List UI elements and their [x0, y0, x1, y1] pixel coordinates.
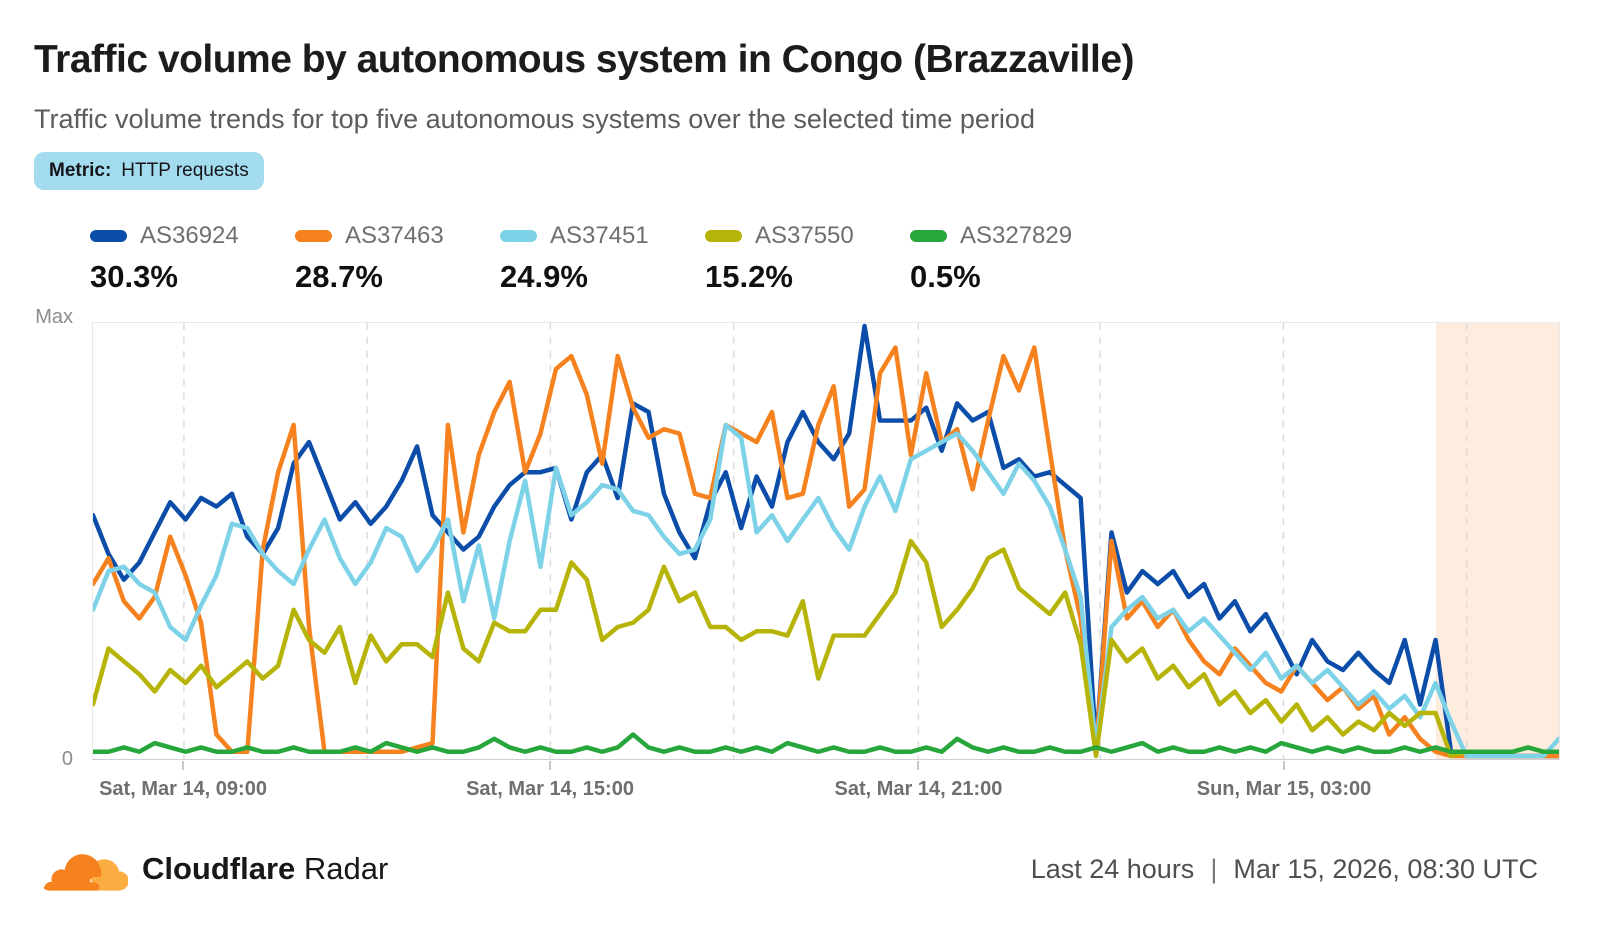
- x-tick-mark: [549, 761, 552, 770]
- brand-lockup: Cloudflare Radar: [40, 838, 388, 900]
- x-tick-label: Sat, Mar 14, 21:00: [834, 778, 1003, 800]
- series-swatch-icon: [90, 230, 127, 242]
- page-title: Traffic volume by autonomous system in C…: [34, 38, 1135, 81]
- series-swatch-icon: [500, 230, 537, 242]
- timestamp-label: Mar 15, 2026, 08:30 UTC: [1233, 853, 1538, 884]
- incomplete-data-shade: [1435, 323, 1559, 759]
- series-line-as327829: [93, 732, 1559, 754]
- series-line-as36924: [93, 323, 1559, 759]
- legend-item-as36924[interactable]: AS36924 30.3%: [90, 222, 295, 295]
- cloudflare-logo-icon: [43, 849, 128, 891]
- brand-cloudflare: Cloudflare: [142, 851, 296, 886]
- legend-label: AS37463: [345, 222, 444, 249]
- chart-canvas[interactable]: [93, 323, 1559, 759]
- legend-label: AS36924: [140, 222, 239, 249]
- series-share-value: 0.5%: [910, 259, 981, 294]
- chart-legend: AS36924 30.3% AS37463 28.7% AS37451 24.9…: [90, 222, 1115, 295]
- time-range-summary: Last 24 hours | Mar 15, 2026, 08:30 UTC: [1031, 838, 1538, 900]
- legend-item-as37550[interactable]: AS37550 15.2%: [705, 222, 910, 295]
- metric-filter-chip[interactable]: Metric: HTTP requests: [34, 152, 264, 190]
- series-share-value: 24.9%: [500, 259, 588, 294]
- legend-label: AS37550: [755, 222, 854, 249]
- series-share-value: 28.7%: [295, 259, 383, 294]
- x-tick-label: Sun, Mar 15, 03:00: [1196, 778, 1372, 800]
- x-tick-mark: [917, 761, 920, 770]
- x-tick-mark: [182, 761, 185, 770]
- x-tick-label: Sat, Mar 14, 09:00: [99, 778, 267, 800]
- series-share-value: 30.3%: [90, 259, 178, 294]
- series-swatch-icon: [910, 230, 947, 242]
- series-line-as37550: [93, 538, 1559, 759]
- legend-item-as37451[interactable]: AS37451 24.9%: [500, 222, 705, 295]
- series-swatch-icon: [705, 230, 742, 242]
- x-tick-label: Sat, Mar 14, 15:00: [466, 778, 634, 800]
- y-axis-max-label: Max: [35, 306, 73, 328]
- metric-label: Metric:: [49, 160, 112, 181]
- legend-label: AS327829: [960, 222, 1073, 249]
- page-subtitle: Traffic volume trends for top five auton…: [34, 104, 1035, 134]
- series-line-as37451: [93, 422, 1559, 759]
- y-axis-zero-label: 0: [61, 748, 73, 770]
- x-tick-mark: [1283, 761, 1286, 770]
- time-range-label: Last 24 hours: [1030, 853, 1195, 884]
- x-axis-labels: Sat, Mar 14, 09:00 Sat, Mar 14, 15:00 Sat,…: [92, 778, 1560, 808]
- separator: |: [1210, 853, 1218, 884]
- legend-item-as327829[interactable]: AS327829 0.5%: [910, 222, 1115, 295]
- series-share-value: 15.2%: [705, 259, 793, 294]
- brand-radar: Radar: [303, 851, 389, 886]
- series-line-as37463: [93, 345, 1559, 759]
- legend-item-as37463[interactable]: AS37463 28.7%: [295, 222, 500, 295]
- legend-label: AS37451: [550, 222, 649, 249]
- brand-name: Cloudflare Radar: [142, 851, 388, 887]
- series-swatch-icon: [295, 230, 332, 242]
- x-axis-ticks: [92, 761, 1560, 770]
- metric-value: HTTP requests: [121, 160, 249, 181]
- traffic-volume-chart[interactable]: [92, 322, 1560, 760]
